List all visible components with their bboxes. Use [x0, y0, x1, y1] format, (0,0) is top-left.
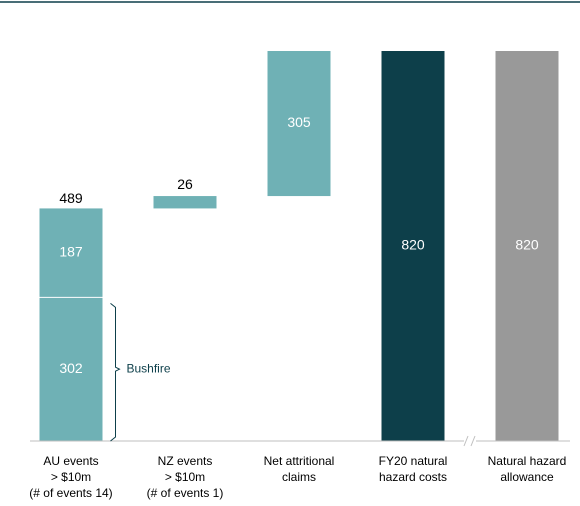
- value-label: 26: [177, 176, 193, 192]
- axis-break-gap: [464, 438, 476, 444]
- axis-break: [463, 435, 469, 447]
- x-tick-label: FY20 natural hazard costs: [379, 454, 448, 484]
- value-label: 302: [59, 360, 83, 376]
- x-tick-label: NZ events > $10m (# of events 1): [147, 454, 224, 500]
- bar-segment: [39, 208, 103, 298]
- bar-segment: [267, 51, 331, 197]
- value-label: 820: [401, 237, 425, 253]
- bar-segment: [495, 51, 559, 441]
- value-label: 305: [287, 114, 311, 130]
- x-tick-label: AU events > $10m (# of events 14): [29, 454, 112, 500]
- total-label: 489: [59, 190, 83, 206]
- value-label: 187: [59, 244, 83, 260]
- x-tick-label: Net attritional claims: [264, 454, 335, 484]
- bar-segment: [39, 297, 103, 441]
- value-label: 820: [515, 237, 539, 253]
- bar-segment: [381, 51, 445, 441]
- bar-segment: [153, 196, 217, 209]
- x-tick-label: Natural hazard allowance: [488, 454, 567, 484]
- annotation: Bushfire: [127, 361, 171, 375]
- axis-break: [470, 435, 476, 447]
- bracket: [110, 302, 121, 442]
